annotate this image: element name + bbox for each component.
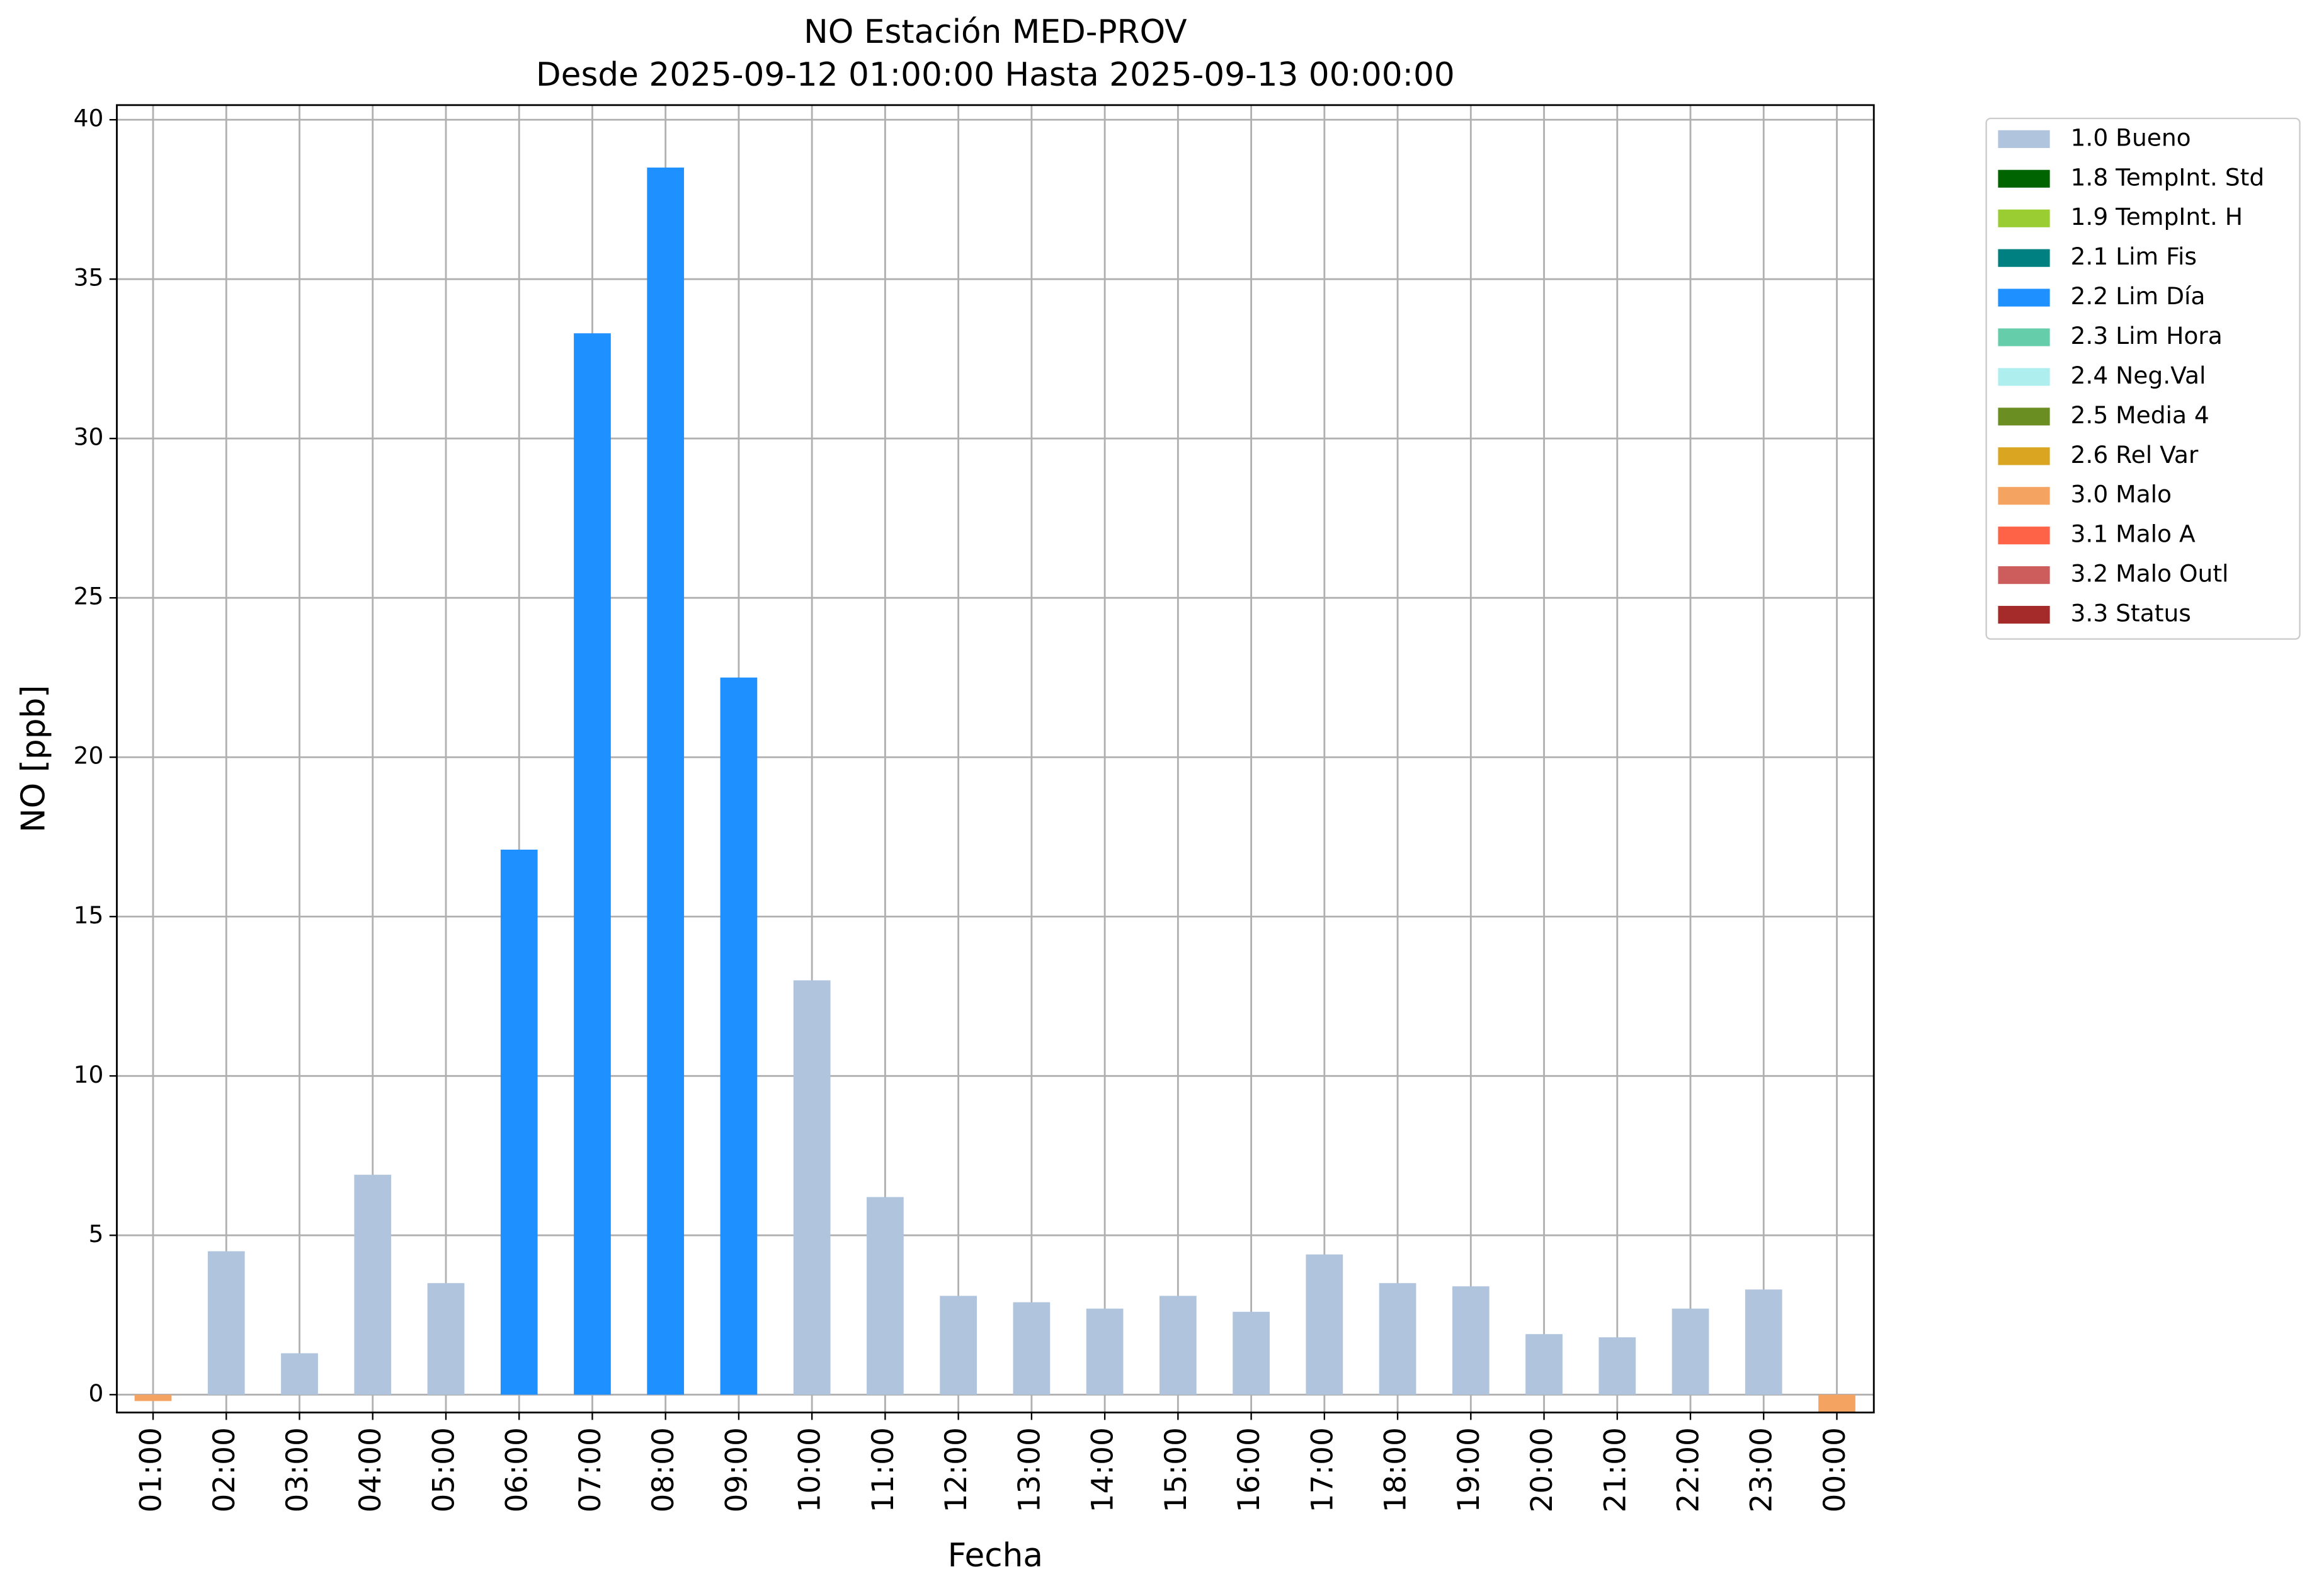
bar bbox=[1086, 1308, 1124, 1395]
x-tick-label: 22:00 bbox=[1672, 1427, 1706, 1512]
legend-label: 2.6 Rel Var bbox=[2071, 441, 2199, 469]
x-tick-label: 01:00 bbox=[134, 1427, 169, 1512]
legend-label: 3.3 Status bbox=[2071, 600, 2191, 627]
y-tick-label: 25 bbox=[74, 583, 104, 610]
x-tick-label: 15:00 bbox=[1159, 1427, 1194, 1512]
x-tick-label: 17:00 bbox=[1305, 1427, 1340, 1512]
y-tick-label: 0 bbox=[88, 1379, 103, 1407]
legend-label: 2.5 Media 4 bbox=[2071, 401, 2209, 429]
legend-box bbox=[1985, 117, 2301, 640]
plot-frame bbox=[116, 104, 1875, 1414]
y-tick-label: 5 bbox=[88, 1220, 103, 1248]
y-tick-label: 15 bbox=[74, 901, 104, 929]
bar bbox=[793, 980, 831, 1395]
x-tick-label: 09:00 bbox=[719, 1427, 754, 1512]
legend-label: 2.4 Neg.Val bbox=[2071, 362, 2206, 389]
bar bbox=[1745, 1289, 1782, 1395]
legend-label: 3.0 Malo bbox=[2071, 481, 2172, 508]
bar bbox=[281, 1353, 318, 1395]
x-axis-label: Fecha bbox=[948, 1537, 1043, 1575]
x-tick-label: 16:00 bbox=[1232, 1427, 1267, 1512]
legend-label: 1.0 Bueno bbox=[2071, 123, 2191, 151]
bar bbox=[500, 849, 538, 1395]
x-tick-label: 19:00 bbox=[1452, 1427, 1486, 1512]
legend-swatch bbox=[1998, 328, 2050, 346]
legend-label: 3.2 Malo Outl bbox=[2071, 560, 2229, 588]
legend-swatch bbox=[1998, 249, 2050, 267]
bars bbox=[134, 168, 1855, 1413]
bar bbox=[1818, 1394, 1855, 1413]
bar bbox=[427, 1283, 465, 1395]
bar bbox=[134, 1394, 172, 1401]
bar bbox=[1379, 1283, 1416, 1395]
bar bbox=[867, 1197, 904, 1395]
x-tick-label: 03:00 bbox=[280, 1427, 315, 1512]
x-tick-label: 12:00 bbox=[939, 1427, 974, 1512]
bar bbox=[647, 168, 685, 1395]
legend-label: 1.9 TempInt. H bbox=[2071, 203, 2243, 231]
bar bbox=[1525, 1334, 1563, 1395]
legend-swatch bbox=[1998, 288, 2050, 307]
x-tick-label: 02:00 bbox=[207, 1427, 242, 1512]
x-tick-label: 13:00 bbox=[1012, 1427, 1047, 1512]
bar bbox=[1672, 1308, 1709, 1395]
legend-swatch bbox=[1998, 527, 2050, 545]
legend-swatch bbox=[1998, 408, 2050, 426]
legend-label: 1.8 TempInt. Std bbox=[2071, 163, 2265, 191]
x-tick-label: 08:00 bbox=[646, 1427, 681, 1512]
bar bbox=[940, 1296, 977, 1395]
legend-swatch bbox=[1998, 487, 2050, 505]
y-tick-label: 20 bbox=[74, 742, 104, 770]
chart-subtitle: Desde 2025-09-12 01:00:00 Hasta 2025-09-… bbox=[536, 56, 1455, 94]
bar bbox=[574, 333, 611, 1395]
bar bbox=[1306, 1254, 1343, 1395]
legend-swatch bbox=[1998, 130, 2050, 148]
x-tick-label: 06:00 bbox=[500, 1427, 535, 1512]
y-tick-label: 10 bbox=[74, 1061, 104, 1088]
tick-labels: 0 5 10 15 20 25 30 35 40 01:00 02:00 03:00 04:00 05:0… bbox=[74, 105, 1852, 1513]
x-tick-label: 04:00 bbox=[353, 1427, 388, 1512]
y-tick-label: 30 bbox=[74, 423, 104, 451]
bar bbox=[1452, 1286, 1490, 1395]
legend-swatch bbox=[1998, 368, 2050, 386]
legend-label: 2.2 Lim Día bbox=[2071, 282, 2206, 310]
x-tick-label: 11:00 bbox=[866, 1427, 901, 1512]
chart-title: NO Estación MED-PROV bbox=[804, 13, 1187, 51]
x-tick-label: 00:00 bbox=[1818, 1427, 1852, 1512]
y-tick-label: 40 bbox=[74, 105, 104, 132]
legend-swatch bbox=[1998, 209, 2050, 227]
legend-label: 2.1 Lim Fis bbox=[2071, 242, 2197, 270]
bar bbox=[1233, 1311, 1270, 1395]
x-tick-label: 14:00 bbox=[1086, 1427, 1120, 1512]
x-tick-label: 05:00 bbox=[426, 1427, 461, 1512]
legend-label: 3.1 Malo A bbox=[2071, 520, 2196, 548]
bar bbox=[1598, 1337, 1636, 1395]
x-tick-label: 21:00 bbox=[1598, 1427, 1632, 1512]
x-tick-label: 20:00 bbox=[1525, 1427, 1559, 1512]
y-tick-label: 35 bbox=[74, 264, 104, 292]
x-tick-label: 23:00 bbox=[1745, 1427, 1779, 1512]
x-tick-label: 07:00 bbox=[573, 1427, 608, 1512]
y-axis-label: NO [ppb] bbox=[14, 685, 52, 833]
legend-swatch bbox=[1998, 447, 2050, 465]
legend-swatch bbox=[1998, 605, 2050, 624]
x-tick-label: 18:00 bbox=[1379, 1427, 1413, 1512]
bar bbox=[720, 677, 758, 1395]
bar bbox=[354, 1175, 392, 1395]
bar bbox=[1160, 1296, 1197, 1395]
bar bbox=[207, 1251, 245, 1395]
grid bbox=[117, 105, 1874, 1413]
x-tick-label: 10:00 bbox=[793, 1427, 828, 1512]
bar bbox=[1013, 1302, 1051, 1395]
legend-swatch bbox=[1998, 169, 2050, 188]
legend: 1.0 Bueno 1.8 TempInt. Std 1.9 TempInt. H 2… bbox=[1998, 123, 2264, 627]
legend-label: 2.3 Lim Hora bbox=[2071, 322, 2223, 350]
legend-swatch bbox=[1998, 566, 2050, 584]
